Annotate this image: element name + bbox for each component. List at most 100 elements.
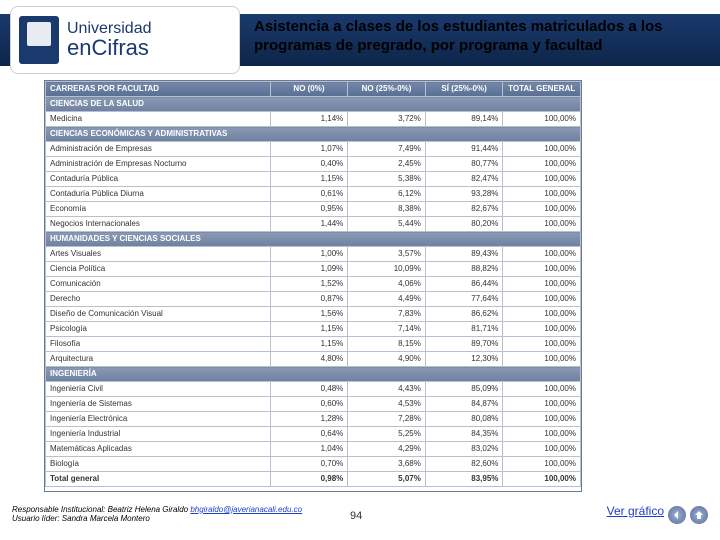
- cell: 88,82%: [425, 262, 503, 277]
- cell: 84,35%: [425, 427, 503, 442]
- cell: 0,98%: [270, 472, 348, 487]
- cell: 82,60%: [425, 457, 503, 472]
- cell: 80,20%: [425, 217, 503, 232]
- cell: 100,00%: [503, 142, 581, 157]
- cell: 83,02%: [425, 442, 503, 457]
- cell: Diseño de Comunicación Visual: [46, 307, 271, 322]
- cell: 4,06%: [348, 277, 426, 292]
- cell: 3,68%: [348, 457, 426, 472]
- table-row: Ciencia Política1,09%10,09%88,82%100,00%: [46, 262, 581, 277]
- logo-line2: enCifras: [67, 37, 151, 59]
- cell: Arquitectura: [46, 352, 271, 367]
- cell: 86,62%: [425, 307, 503, 322]
- section-label: INGENIERÍA: [46, 367, 581, 382]
- table-row: Ingeniería de Sistemas0,60%4,53%84,87%10…: [46, 397, 581, 412]
- cell: 7,14%: [348, 322, 426, 337]
- crest-icon: [19, 16, 59, 64]
- table-row: Arquitectura4,80%4,90%12,30%100,00%: [46, 352, 581, 367]
- section-row: INGENIERÍA: [46, 367, 581, 382]
- cell: Medicina: [46, 112, 271, 127]
- table-row: Contaduría Pública1,15%5,38%82,47%100,00…: [46, 172, 581, 187]
- cell: 82,67%: [425, 202, 503, 217]
- footer-line1-prefix: Responsable Institucional: Beatriz Helen…: [12, 505, 190, 514]
- table-row: Ingeniería Industrial0,64%5,25%84,35%100…: [46, 427, 581, 442]
- arrow-left-icon: [672, 510, 682, 520]
- cell: 6,12%: [348, 187, 426, 202]
- cell: Biología: [46, 457, 271, 472]
- cell: Ciencia Política: [46, 262, 271, 277]
- cell: 1,52%: [270, 277, 348, 292]
- cell: Filosofía: [46, 337, 271, 352]
- cell: 80,08%: [425, 412, 503, 427]
- cell: 100,00%: [503, 277, 581, 292]
- cell: 7,83%: [348, 307, 426, 322]
- cell: 91,44%: [425, 142, 503, 157]
- logo-text: Universidad enCifras: [67, 21, 151, 59]
- cell: 4,43%: [348, 382, 426, 397]
- cell: 100,00%: [503, 442, 581, 457]
- cell: 100,00%: [503, 172, 581, 187]
- cell: 2,45%: [348, 157, 426, 172]
- cell: 4,90%: [348, 352, 426, 367]
- cell: 1,56%: [270, 307, 348, 322]
- cell: 5,38%: [348, 172, 426, 187]
- cell: 84,87%: [425, 397, 503, 412]
- cell: 100,00%: [503, 217, 581, 232]
- cell: 100,00%: [503, 382, 581, 397]
- section-label: CIENCIAS DE LA SALUD: [46, 97, 581, 112]
- cell: 100,00%: [503, 427, 581, 442]
- cell: Total general: [46, 472, 271, 487]
- cell: 100,00%: [503, 472, 581, 487]
- cell: 1,00%: [270, 247, 348, 262]
- cell: 8,38%: [348, 202, 426, 217]
- cell: 82,47%: [425, 172, 503, 187]
- cell: 89,43%: [425, 247, 503, 262]
- cell: Ingeniería Electrónica: [46, 412, 271, 427]
- cell: 100,00%: [503, 397, 581, 412]
- cell: 0,40%: [270, 157, 348, 172]
- table-row: Contaduría Pública Diurna0,61%6,12%93,28…: [46, 187, 581, 202]
- cell: 100,00%: [503, 307, 581, 322]
- column-header: CARRERAS POR FACULTAD: [46, 82, 271, 97]
- table-row: Medicina1,14%3,72%89,14%100,00%: [46, 112, 581, 127]
- cell: 4,49%: [348, 292, 426, 307]
- cell: 0,64%: [270, 427, 348, 442]
- section-row: HUMANIDADES Y CIENCIAS SOCIALES: [46, 232, 581, 247]
- cell: Ingeniería Civil: [46, 382, 271, 397]
- data-table-container: CARRERAS POR FACULTADNO (0%)NO (25%-0%)S…: [44, 80, 582, 492]
- column-header: NO (0%): [270, 82, 348, 97]
- cell: 0,60%: [270, 397, 348, 412]
- cell: 100,00%: [503, 412, 581, 427]
- page-title: Asistencia a clases de los estudiantes m…: [254, 18, 710, 56]
- cell: 10,09%: [348, 262, 426, 277]
- cell: Negocios Internacionales: [46, 217, 271, 232]
- nav-back-button[interactable]: [668, 506, 686, 524]
- cell: Artes Visuales: [46, 247, 271, 262]
- cell: Economía: [46, 202, 271, 217]
- ver-grafico-link[interactable]: Ver gráfico: [607, 504, 664, 518]
- cell: 80,77%: [425, 157, 503, 172]
- cell: 100,00%: [503, 322, 581, 337]
- cell: 3,57%: [348, 247, 426, 262]
- cell: 100,00%: [503, 157, 581, 172]
- section-label: CIENCIAS ECONÓMICAS Y ADMINISTRATIVAS: [46, 127, 581, 142]
- cell: 100,00%: [503, 247, 581, 262]
- column-header: TOTAL GENERAL: [503, 82, 581, 97]
- cell: 1,09%: [270, 262, 348, 277]
- cell: 5,25%: [348, 427, 426, 442]
- table-row: Ingeniería Electrónica1,28%7,28%80,08%10…: [46, 412, 581, 427]
- footer-email-link[interactable]: bhgiraldo@javerianacali.edu.co: [190, 505, 302, 514]
- table-row: Filosofía1,15%8,15%89,70%100,00%: [46, 337, 581, 352]
- cell: 5,44%: [348, 217, 426, 232]
- cell: Contaduría Pública: [46, 172, 271, 187]
- cell: 89,70%: [425, 337, 503, 352]
- cell: 86,44%: [425, 277, 503, 292]
- section-row: CIENCIAS DE LA SALUD: [46, 97, 581, 112]
- nav-home-button[interactable]: [690, 506, 708, 524]
- cell: 100,00%: [503, 262, 581, 277]
- cell: Comunicación: [46, 277, 271, 292]
- cell: 1,44%: [270, 217, 348, 232]
- cell: 100,00%: [503, 337, 581, 352]
- cell: Ingeniería de Sistemas: [46, 397, 271, 412]
- column-header: SÍ (25%-0%): [425, 82, 503, 97]
